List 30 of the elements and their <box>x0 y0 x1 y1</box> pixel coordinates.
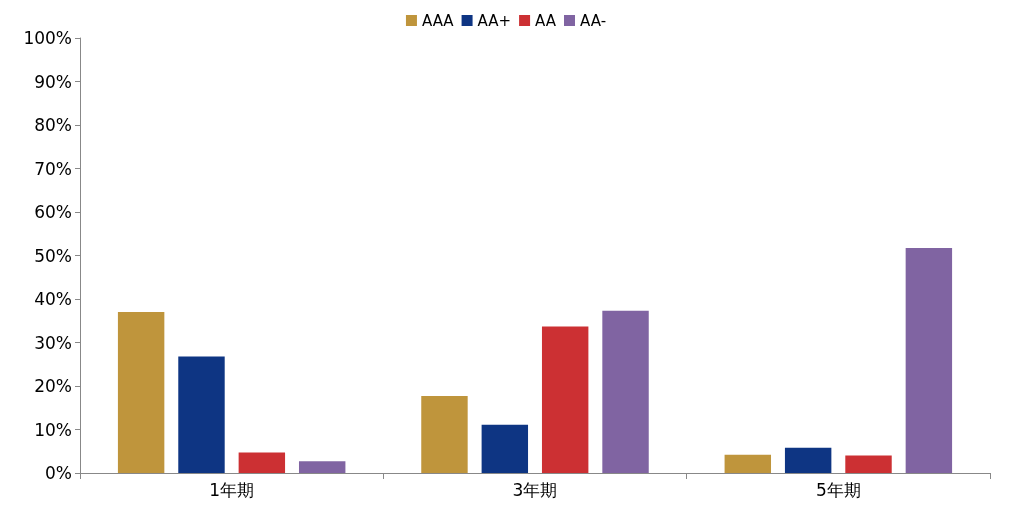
y-tick-label: 80% <box>34 115 72 135</box>
y-tick-label: 10% <box>34 419 72 440</box>
bar <box>481 424 529 473</box>
legend-label: AA+ <box>477 11 512 30</box>
bar <box>117 312 165 473</box>
y-tick-label: 40% <box>34 289 72 309</box>
bar <box>724 454 772 473</box>
y-tick-label: 0% <box>45 463 72 483</box>
bar <box>845 455 892 473</box>
x-tick-label: 3年期 <box>512 479 558 500</box>
bar <box>298 461 346 473</box>
bar <box>421 396 468 473</box>
bar <box>784 447 832 473</box>
bar <box>602 310 649 473</box>
y-tick-label: 100% <box>23 28 72 48</box>
legend-label: AA <box>535 11 557 30</box>
bar <box>238 452 286 473</box>
y-tick-label: 90% <box>34 71 72 92</box>
bar <box>541 326 589 473</box>
legend-label: AAA <box>421 11 455 30</box>
x-tick-label: 1年期 <box>209 479 255 500</box>
bar <box>905 248 953 473</box>
y-tick-label: 50% <box>34 245 72 266</box>
bar <box>178 356 225 473</box>
x-tick-label: 5年期 <box>815 479 861 500</box>
y-tick-label: 20% <box>34 376 72 396</box>
y-tick-label: 60% <box>34 202 72 222</box>
y-tick-label: 70% <box>34 158 72 179</box>
y-tick-label: 30% <box>34 332 72 353</box>
legend-label: AA- <box>580 11 607 30</box>
